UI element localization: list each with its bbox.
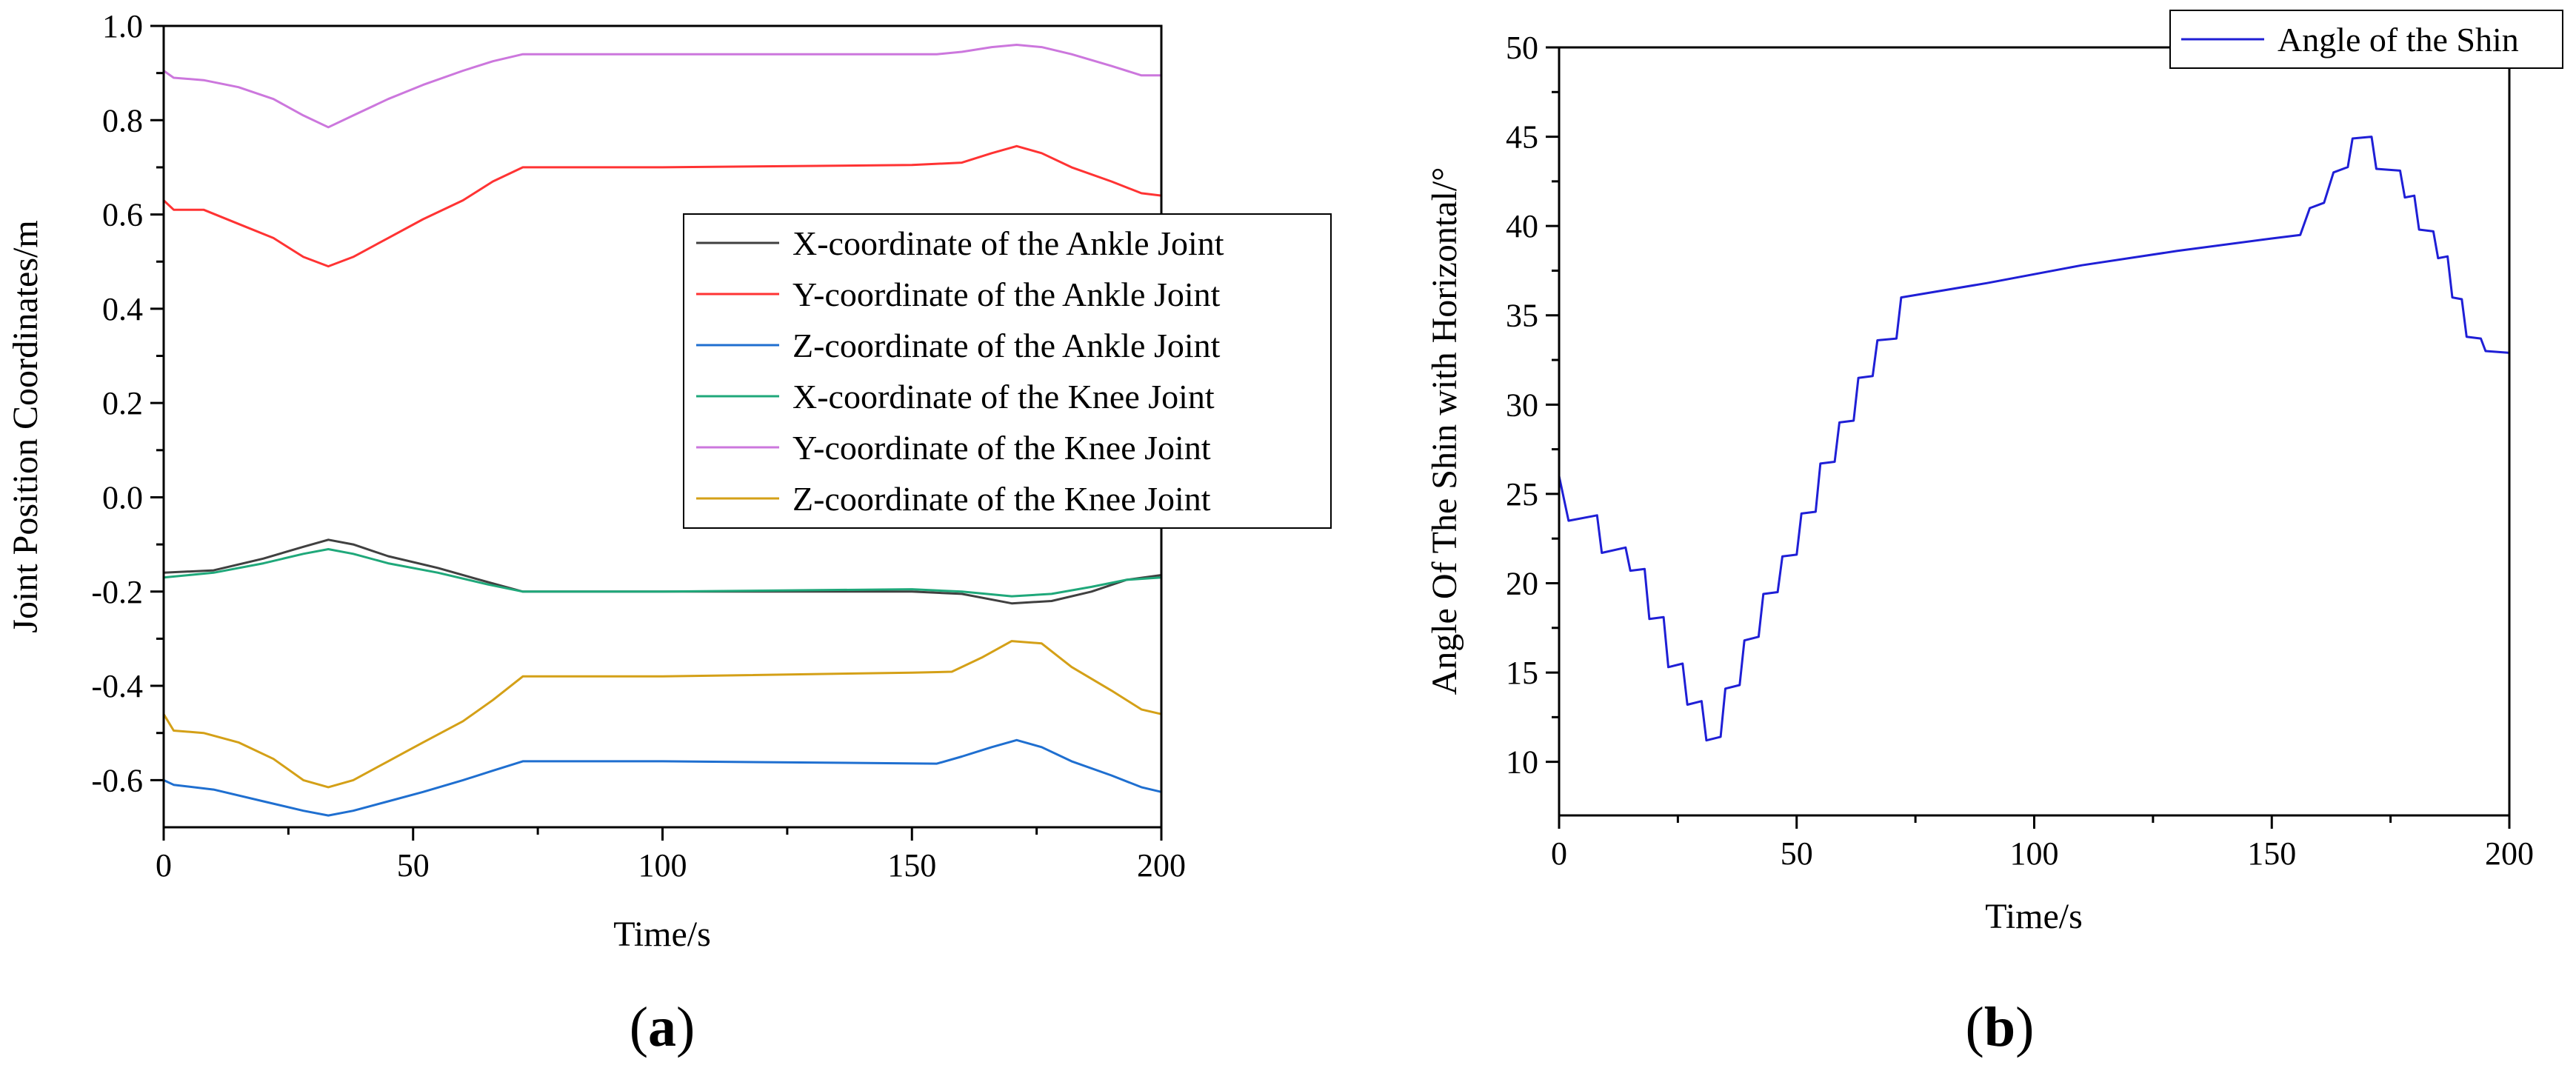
panel-b-y-tick-label-4: 30 — [1506, 387, 1538, 423]
panel-a-series-line-0 — [163, 538, 1162, 605]
panel-b-chart: 0 50 100 150 200 10 15 20 25 30 35 40 45 50 Time/s A… — [1425, 10, 2563, 1058]
panel-b-legend-items: Angle of the Shin — [2181, 21, 2519, 59]
panel-b-y-axis-label: Angle Of The Shin with Horizontal/° — [1425, 167, 1464, 695]
panel-a-y-tick-label-2: -0.2 — [91, 574, 143, 610]
panel-b-x-tick-label-4: 200 — [2485, 835, 2534, 872]
panel-a-x-tick-label-2: 100 — [638, 847, 687, 884]
panel-a-x-tick-label-3: 150 — [887, 847, 936, 884]
panel-b-y-tick-label-3: 25 — [1506, 476, 1538, 513]
panel-b-label-letter: b — [1984, 996, 2015, 1058]
panel-a-y-tick-label-1: -0.4 — [91, 668, 143, 704]
panel-a-label-letter: a — [648, 996, 676, 1058]
panel-b-series-lines — [1558, 136, 2510, 742]
panel-b-y-tick-label-8: 50 — [1506, 30, 1538, 66]
panel-b-label: (b) — [1966, 996, 2035, 1058]
panel-b-x-ticks: 0 50 100 150 200 — [1551, 815, 2534, 872]
panel-b-y-ticks: 10 15 20 25 30 35 40 45 50 — [1506, 30, 1559, 781]
panel-a-y-tick-label-6: 0.6 — [102, 197, 143, 233]
panel-a-chart: 0 50 100 150 200 -0.6 -0.4 -0.2 0.0 0.2 0.4 0.6 0.8… — [6, 8, 1332, 1058]
panel-a-legend-label-2: Z-coordinate of the Ankle Joint — [793, 327, 1221, 364]
panel-b-y-tick-label-7: 45 — [1506, 119, 1538, 156]
panel-b-legend-label-0: Angle of the Shin — [2278, 21, 2519, 59]
panel-b-x-tick-label-2: 100 — [2010, 835, 2059, 872]
panel-a-label-open: ( — [630, 996, 648, 1058]
panel-a-y-ticks: -0.6 -0.4 -0.2 0.0 0.2 0.4 0.6 0.8 1.0 — [91, 8, 164, 798]
panel-b-x-axis-label: Time/s — [1985, 897, 2083, 936]
panel-b-x-tick-label-1: 50 — [1781, 835, 1813, 872]
panel-a-legend-label-3: X-coordinate of the Knee Joint — [793, 378, 1215, 415]
panel-a-legend-label-4: Y-coordinate of the Knee Joint — [793, 429, 1211, 467]
panel-a-y-tick-label-8: 1.0 — [102, 8, 143, 44]
panel-a-x-tick-label-0: 0 — [156, 847, 172, 884]
panel-a-legend: X-coordinate of the Ankle Joint Y-coordin… — [683, 213, 1332, 529]
panel-a-legend-label-5: Z-coordinate of the Knee Joint — [793, 480, 1211, 518]
panel-a-series-lines — [162, 44, 1162, 817]
panel-a-y-tick-label-7: 0.8 — [102, 102, 143, 138]
panel-b-y-tick-label-0: 10 — [1506, 744, 1538, 781]
panel-a-series-line-1 — [162, 144, 1162, 268]
panel-a-legend-label-0: X-coordinate of the Ankle Joint — [793, 224, 1224, 262]
panel-b-y-tick-label-6: 40 — [1506, 208, 1538, 244]
panel-a-y-tick-label-0: -0.6 — [91, 762, 143, 798]
panel-a-legend-label-1: Y-coordinate of the Ankle Joint — [793, 276, 1221, 313]
panel-a-y-tick-label-3: 0.0 — [102, 479, 143, 515]
panel-b-legend: Angle of the Shin — [2169, 10, 2563, 69]
panel-b-x-tick-label-3: 150 — [2247, 835, 2296, 872]
panel-a-label: (a) — [630, 996, 695, 1058]
panel-b-y-tick-label-1: 15 — [1506, 655, 1538, 691]
panel-a-legend-items: X-coordinate of the Ankle Joint Y-coordin… — [696, 224, 1224, 518]
panel-a-y-tick-label-5: 0.4 — [102, 291, 143, 327]
panel-a-x-tick-label-4: 200 — [1137, 847, 1186, 884]
panel-b-label-close: ) — [2015, 996, 2034, 1058]
panel-a-x-axis-label: Time/s — [613, 915, 711, 954]
panel-a-x-tick-label-1: 50 — [397, 847, 430, 884]
panel-a-label-close: ) — [676, 996, 695, 1058]
panel-b-y-tick-label-5: 35 — [1506, 298, 1538, 334]
panel-b-label-open: ( — [1966, 996, 1984, 1058]
panel-a-series-line-3 — [163, 548, 1162, 598]
panel-a-series-line-4 — [163, 44, 1161, 129]
panel-a-series-line-5 — [162, 640, 1162, 789]
panel-b-x-tick-label-0: 0 — [1551, 835, 1567, 872]
panel-a-x-ticks: 0 50 100 150 200 — [156, 827, 1186, 884]
panel-a-y-tick-label-4: 0.2 — [102, 385, 143, 421]
panel-b-series-line-0 — [1558, 136, 2510, 742]
panel-a-legend-box — [683, 213, 1332, 529]
panel-a-series-line-2 — [163, 738, 1162, 817]
panel-b-y-tick-label-2: 20 — [1506, 565, 1538, 601]
panel-a-y-axis-label: Joint Position Coordinates/m — [6, 220, 45, 632]
